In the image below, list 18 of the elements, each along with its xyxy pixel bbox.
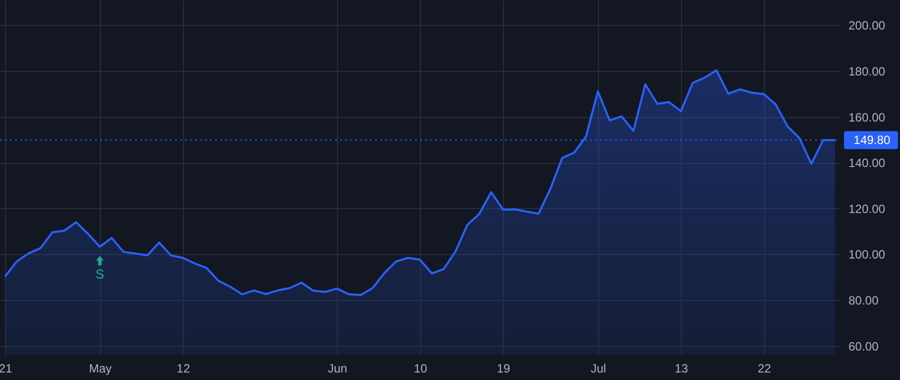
y-tick-label: 100.00 [848,248,886,262]
x-tick-label: 12 [176,362,190,376]
x-tick-label: May [89,362,112,376]
y-tick-label: 200.00 [848,18,886,33]
y-tick-label: 140.00 [848,156,886,170]
y-tick-label: 120.00 [848,202,886,216]
annotation: S [96,266,105,282]
ref-line-label: 149.80 [854,133,891,148]
x-tick-label: 19 [496,362,510,376]
y-tick-label: 60.00 [848,339,879,354]
y-tick-label: 80.00 [848,294,879,308]
x-tick-label: Jun [328,362,348,376]
x-tick-label: 22 [758,362,772,376]
y-tick-label: 180.00 [848,64,886,78]
y-tick-label: 160.00 [848,110,886,124]
x-tick-label: 10 [414,362,428,376]
x-tick-label: 13 [674,362,688,376]
x-tick-label: Jul [590,362,606,376]
